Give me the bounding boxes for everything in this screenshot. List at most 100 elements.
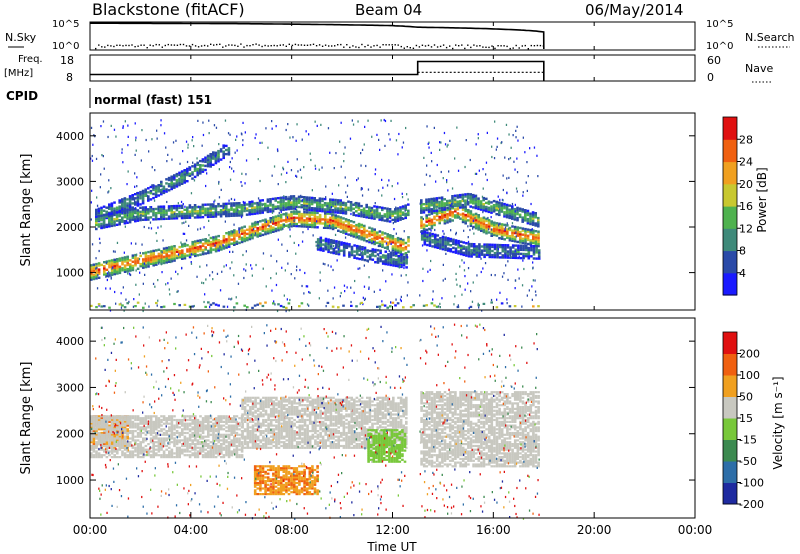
power-cell	[123, 266, 127, 269]
power-cell	[173, 215, 176, 218]
power-cell	[357, 208, 361, 211]
power-cell	[240, 232, 244, 235]
velocity-cell	[95, 430, 98, 433]
power-cell	[436, 240, 440, 243]
power-cell	[344, 202, 348, 205]
power-cell	[343, 152, 345, 155]
velocity-cell	[110, 448, 114, 451]
power-cell	[386, 235, 389, 238]
power-cell	[524, 242, 527, 245]
power-cell	[332, 239, 336, 242]
power-cell	[324, 241, 328, 245]
power-cell	[136, 301, 140, 304]
power-cell	[134, 207, 137, 210]
power-cell	[532, 229, 535, 232]
velocity-cell	[199, 437, 202, 440]
velocity-cell	[196, 433, 200, 436]
power-cell	[443, 232, 445, 235]
power-cell	[127, 272, 129, 275]
power-cell	[375, 211, 379, 215]
power-cell	[496, 145, 498, 148]
velocity-cell	[129, 443, 132, 446]
power-cell	[96, 287, 99, 290]
power-cell	[383, 246, 387, 249]
power-cell	[100, 216, 103, 219]
velocity-cell	[123, 437, 127, 440]
power-cell	[334, 205, 337, 208]
power-cell	[376, 133, 378, 136]
velocity-cell	[92, 433, 96, 436]
power-cell	[217, 304, 220, 307]
power-cell	[227, 132, 230, 135]
power-cell	[526, 242, 530, 246]
velocity-cell	[170, 433, 174, 436]
velocity-cell	[118, 422, 122, 425]
power-cell	[477, 302, 479, 305]
power-cell	[165, 253, 168, 256]
power-cell	[377, 244, 379, 248]
power-cell	[160, 193, 163, 196]
power-cell	[183, 171, 186, 174]
velocity-cell	[204, 417, 207, 420]
power-cell	[154, 169, 156, 172]
velocity-cell	[139, 422, 142, 425]
power-cell	[456, 305, 460, 309]
power-cell	[420, 230, 424, 233]
power-cell	[537, 257, 541, 260]
power-cell	[141, 206, 145, 209]
velocity-cell	[126, 430, 129, 433]
power-cell	[160, 209, 163, 212]
power-cell	[461, 214, 465, 218]
power-cell	[126, 206, 129, 209]
power-cell	[99, 186, 101, 189]
noise-search-point	[234, 44, 236, 47]
power-cell	[299, 168, 302, 171]
power-cell	[469, 228, 471, 232]
velocity-cell	[136, 428, 140, 431]
velocity-cell	[155, 422, 158, 425]
power-cell	[259, 226, 262, 229]
power-cell	[214, 235, 218, 238]
power-cell	[511, 217, 514, 220]
power-cell	[167, 205, 171, 208]
power-cell	[188, 251, 192, 255]
power-cell	[155, 259, 158, 262]
power-cell	[329, 243, 333, 246]
power-cell	[484, 262, 487, 265]
power-cell	[151, 184, 153, 187]
velocity-cell	[186, 446, 189, 449]
power-cell	[129, 265, 132, 268]
power-cell	[503, 272, 505, 275]
power-cell	[212, 163, 215, 166]
power-cell	[274, 219, 278, 222]
power-cell	[201, 209, 205, 213]
power-cell	[485, 201, 488, 205]
power-cell	[334, 247, 336, 250]
power-cell	[108, 179, 110, 182]
power-cell	[261, 219, 265, 222]
power-cell	[531, 211, 535, 214]
power-cell	[475, 255, 479, 258]
power-cell	[433, 237, 437, 241]
power-cell	[521, 229, 525, 232]
power-cell	[147, 263, 150, 266]
power-cell	[337, 242, 341, 246]
velocity-cell	[149, 415, 153, 418]
power-cell	[445, 252, 447, 255]
power-cell	[368, 276, 370, 279]
power-cell	[261, 209, 264, 212]
velocity-cell	[188, 428, 192, 431]
power-colorbar-swatch	[723, 183, 737, 207]
power-cell	[214, 157, 218, 161]
power-cell	[173, 249, 176, 252]
velocity-cell	[160, 454, 163, 457]
velocity-cell	[108, 439, 111, 442]
power-cell	[183, 303, 187, 306]
power-cell	[181, 267, 183, 270]
power-cell	[170, 253, 174, 257]
power-cell	[457, 244, 460, 247]
power-cell	[537, 249, 541, 252]
power-cell	[157, 209, 160, 213]
power-cell	[279, 304, 283, 308]
power-cell	[381, 260, 385, 263]
